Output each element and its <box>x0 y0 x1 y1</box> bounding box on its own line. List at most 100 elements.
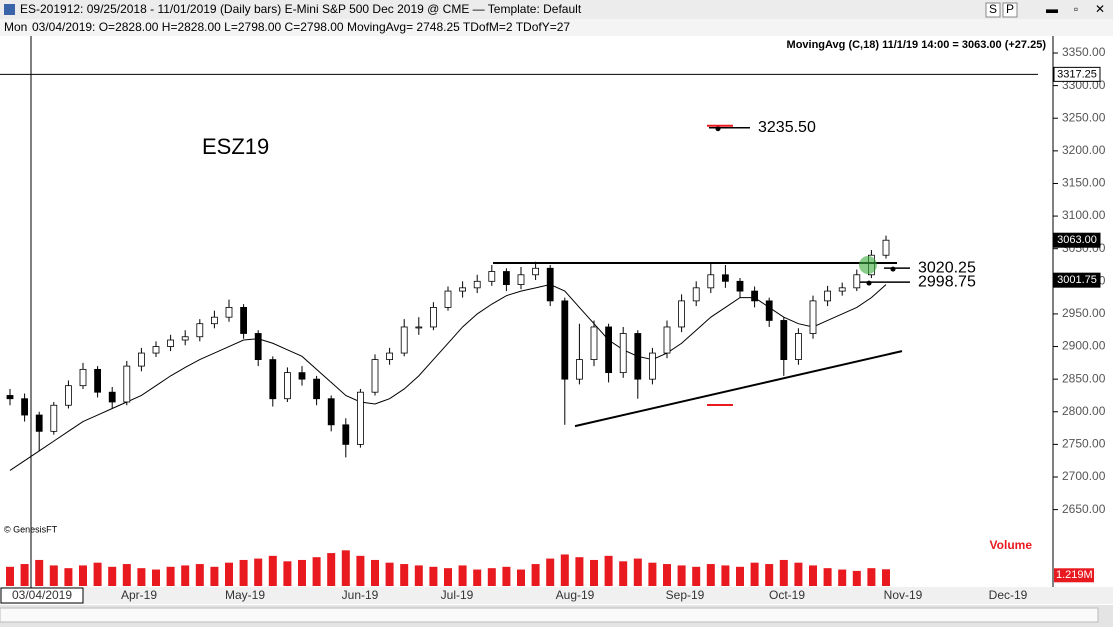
x-tick-label: Oct-19 <box>769 588 805 602</box>
support-line <box>574 350 903 428</box>
y-tick-label: 2650.00 <box>1062 502 1106 516</box>
volume-bar <box>560 554 569 586</box>
y-tick-label: 2750.00 <box>1062 437 1106 451</box>
x-tick-label: Aug-19 <box>556 588 595 602</box>
volume-bar <box>385 562 394 586</box>
close[interactable]: ✕ <box>1095 2 1105 16</box>
candle-body <box>649 352 656 380</box>
candle-body <box>780 320 788 360</box>
candle-body <box>473 280 481 289</box>
candle-body <box>853 274 861 289</box>
candle-body <box>692 287 700 302</box>
volume-bar <box>706 564 715 586</box>
x-tick-label: Dec-19 <box>989 588 1028 602</box>
volume-bar <box>137 568 146 586</box>
candle-body <box>561 300 569 380</box>
candle-body <box>123 365 131 403</box>
volume-bar <box>473 569 482 586</box>
level-dot <box>866 280 872 286</box>
volume-bar <box>108 566 117 586</box>
y-tick-label: 3100.00 <box>1062 208 1106 222</box>
button-label[interactable]: S <box>989 2 997 16</box>
volume-bar <box>721 565 730 586</box>
candle-body <box>751 290 758 302</box>
minimize[interactable]: ▬ <box>1046 2 1058 16</box>
title-bar <box>0 0 1113 19</box>
candle-body <box>415 326 423 329</box>
volume-bar <box>239 559 248 586</box>
candle-body <box>722 274 729 282</box>
volume-bar <box>195 564 204 586</box>
volume-bar <box>546 558 555 586</box>
info-day: Mon <box>4 20 27 34</box>
button[interactable] <box>985 2 1001 18</box>
x-tick-label: Jun-19 <box>342 588 379 602</box>
volume-bar <box>93 562 102 586</box>
volume-bar <box>692 566 701 586</box>
volume-bar <box>356 555 365 586</box>
y-tick-label: 2900.00 <box>1062 339 1106 353</box>
volume-bar <box>35 559 44 586</box>
scroll-thumb[interactable] <box>0 607 1099 623</box>
candle-body <box>590 326 598 360</box>
volume-bar <box>575 557 584 586</box>
volume-bar <box>648 562 657 586</box>
volume-bar <box>867 568 876 586</box>
x-tick-label: 03/04/2019 <box>12 588 72 602</box>
button[interactable] <box>1002 2 1018 18</box>
volume-bar <box>414 565 423 586</box>
candle-body <box>108 391 116 403</box>
volume-bar <box>298 559 306 586</box>
candle-body <box>634 333 642 380</box>
candle-body <box>838 287 846 292</box>
candle-body <box>50 404 58 432</box>
volume-bar <box>677 565 686 586</box>
candle-body <box>6 395 14 400</box>
level-label: 2998.75 <box>918 273 976 290</box>
candle-body <box>459 287 467 292</box>
x-tick-label: Sep-19 <box>666 588 705 602</box>
y-tick-label: 3200.00 <box>1062 143 1106 157</box>
volume-bar <box>838 569 847 586</box>
volume-bar <box>49 565 58 586</box>
chart-title: ESZ19 <box>202 134 269 159</box>
volume-flag: 1.219M <box>1056 569 1093 581</box>
volume-bar <box>122 564 131 586</box>
y-tick-label: 2850.00 <box>1062 371 1106 385</box>
x-tick-label: Apr-19 <box>121 588 157 602</box>
candle-body <box>240 306 248 334</box>
volume-bar <box>400 564 409 586</box>
maximize[interactable]: ▫ <box>1074 2 1078 16</box>
volume-bar <box>327 553 336 586</box>
info-text: 03/04/2019: O=2828.00 H=2828.00 L=2798.0… <box>32 20 570 34</box>
candle-body <box>765 300 773 321</box>
candle-body <box>371 359 379 393</box>
x-tick-label: Nov-19 <box>884 588 923 602</box>
level-dot <box>715 126 721 132</box>
volume-bar <box>487 568 496 586</box>
volume-bar <box>268 555 277 586</box>
volume-bar <box>765 564 774 586</box>
candle-body <box>94 368 101 393</box>
candle-body <box>210 316 218 325</box>
candle-body <box>444 290 452 308</box>
level-dot <box>890 266 896 272</box>
study-label: MovingAvg (C,18) 11/1/19 14:00 = 3063.00… <box>787 39 1047 51</box>
x-tick-label: Jul-19 <box>441 588 474 602</box>
volume-bar <box>371 559 379 586</box>
button-label[interactable]: P <box>1006 2 1014 16</box>
candle-body <box>65 385 72 406</box>
volume-bar <box>750 562 759 586</box>
candle-body <box>824 290 831 302</box>
candle-body <box>152 346 160 354</box>
price-flag: 3001.75 <box>1057 274 1097 286</box>
volume-bar <box>283 561 292 586</box>
candle-body <box>678 300 685 328</box>
candle-body <box>254 333 262 360</box>
candle-body <box>517 274 525 285</box>
candle-body <box>605 326 612 374</box>
candle-body <box>79 368 87 387</box>
volume-bar <box>64 568 73 586</box>
volume-bar <box>794 562 803 586</box>
